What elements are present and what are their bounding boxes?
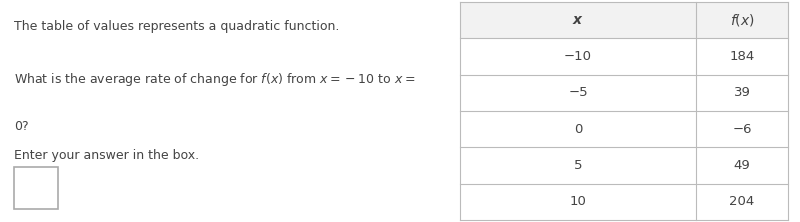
Text: 0?: 0? — [14, 120, 29, 133]
Text: −10: −10 — [564, 50, 592, 63]
Text: 5: 5 — [574, 159, 582, 172]
Text: 39: 39 — [734, 86, 750, 99]
Text: 49: 49 — [734, 159, 750, 172]
Text: $f(x)$: $f(x)$ — [730, 12, 754, 28]
Text: 10: 10 — [570, 195, 586, 208]
FancyBboxPatch shape — [14, 166, 58, 209]
Text: $\boldsymbol{x}$: $\boldsymbol{x}$ — [572, 13, 584, 27]
Text: 184: 184 — [730, 50, 754, 63]
Text: 204: 204 — [730, 195, 754, 208]
Text: −5: −5 — [568, 86, 588, 99]
Text: The table of values represents a quadratic function.: The table of values represents a quadrat… — [14, 20, 340, 33]
Text: What is the average rate of change for $f(x)$ from $x = -10$ to $x =$: What is the average rate of change for $… — [14, 71, 416, 88]
Text: Enter your answer in the box.: Enter your answer in the box. — [14, 149, 199, 162]
Text: −6: −6 — [732, 123, 752, 136]
Text: 0: 0 — [574, 123, 582, 136]
